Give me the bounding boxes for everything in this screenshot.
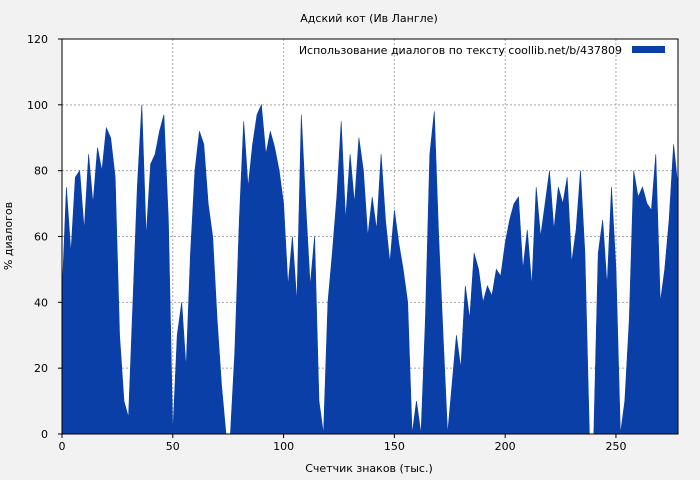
chart-title: Адский кот (Ив Лангле) — [300, 12, 437, 25]
legend: Использование диалогов по тексту coollib… — [299, 44, 665, 57]
data-area — [61, 103, 679, 435]
x-tick-label: 200 — [495, 440, 516, 453]
x-tick-label: 150 — [384, 440, 405, 453]
y-tick-label: 20 — [34, 362, 48, 375]
x-tick-label: 250 — [605, 440, 626, 453]
x-axis-label: Счетчик знаков (тыс.) — [305, 462, 433, 475]
y-tick-label: 100 — [27, 99, 48, 112]
legend-swatch — [632, 46, 665, 53]
y-tick-label: 40 — [34, 296, 48, 309]
axis-ticks: 0 50 100 150 200 250 0 20 40 60 80 100 120 — [27, 33, 626, 453]
y-tick-label: 60 — [34, 231, 48, 244]
legend-label: Использование диалогов по тексту coollib… — [299, 44, 622, 57]
x-tick-label: 0 — [59, 440, 66, 453]
y-tick-label: 120 — [27, 33, 48, 46]
x-tick-label: 50 — [166, 440, 180, 453]
y-axis-label: % диалогов — [2, 202, 15, 270]
y-tick-label: 80 — [34, 165, 48, 178]
y-tick-label: 0 — [41, 428, 48, 441]
x-tick-label: 100 — [273, 440, 294, 453]
series-area-0 — [61, 103, 679, 435]
